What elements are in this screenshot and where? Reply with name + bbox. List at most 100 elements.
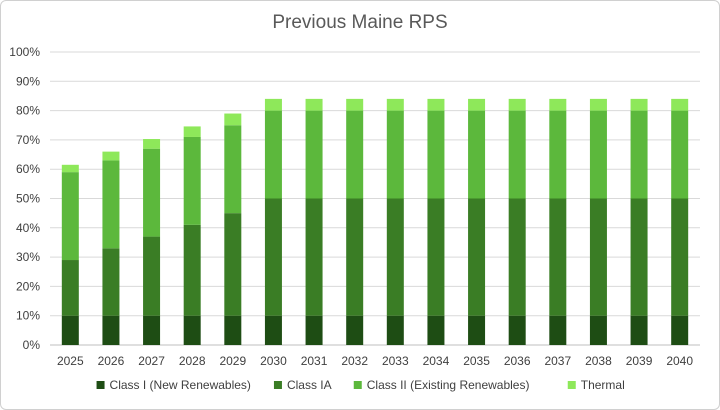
bar-segment-3 <box>143 139 161 149</box>
legend-item-0: Class I (New Renewables) <box>96 378 251 392</box>
bar-segment-2 <box>427 110 445 199</box>
x-tick-label: 2037 <box>544 354 571 368</box>
bar-segment-0 <box>305 315 323 345</box>
bar-segment-3 <box>549 98 567 111</box>
x-tick-label: 2035 <box>463 354 490 368</box>
bar-stack-2027 <box>143 139 161 345</box>
bar-stack-2034 <box>427 98 445 345</box>
y-tick-label: 60% <box>16 162 40 176</box>
bar-segment-0 <box>224 315 242 345</box>
bar-stack-2026 <box>102 151 120 345</box>
x-tick-label: 2031 <box>301 354 328 368</box>
bar-segment-1 <box>630 198 648 316</box>
legend-swatch <box>96 381 105 389</box>
legend-swatch <box>567 381 576 389</box>
legend-label: Class IA <box>287 378 332 392</box>
bar-stack-2032 <box>346 98 364 345</box>
bar-segment-1 <box>386 198 404 316</box>
bar-segment-1 <box>143 236 161 316</box>
bar-segment-0 <box>508 315 526 345</box>
bar-segment-3 <box>224 113 242 126</box>
bar-segment-0 <box>346 315 364 345</box>
bar-segment-2 <box>305 110 323 199</box>
bar-segment-0 <box>183 315 201 345</box>
bar-segment-3 <box>305 98 323 111</box>
bar-segment-0 <box>589 315 607 345</box>
bar-stack-2029 <box>224 113 242 345</box>
y-tick-label: 0% <box>23 338 41 352</box>
y-tick-label: 70% <box>16 133 40 147</box>
bar-segment-1 <box>183 224 201 316</box>
x-tick-label: 2034 <box>423 354 450 368</box>
bar-segment-2 <box>143 148 161 237</box>
x-tick-label: 2030 <box>260 354 287 368</box>
bar-stack-2038 <box>589 98 607 345</box>
x-tick-label: 2040 <box>666 354 693 368</box>
bar-segment-1 <box>61 260 79 316</box>
x-tick-label: 2028 <box>179 354 206 368</box>
bar-segment-0 <box>427 315 445 345</box>
y-tick-label: 20% <box>16 279 40 293</box>
bar-segment-2 <box>671 110 689 199</box>
bar-segment-0 <box>61 315 79 345</box>
y-tick-label: 30% <box>16 250 40 264</box>
bar-segment-0 <box>630 315 648 345</box>
bar-segment-2 <box>102 160 120 249</box>
bar-segment-2 <box>508 110 526 199</box>
bar-stack-2033 <box>386 98 404 345</box>
bar-segment-2 <box>224 125 242 214</box>
x-tick-label: 2027 <box>138 354 165 368</box>
y-tick-label: 40% <box>16 221 40 235</box>
bar-segment-3 <box>589 98 607 111</box>
bar-segment-2 <box>61 172 79 261</box>
bar-segment-2 <box>264 110 282 199</box>
bar-segment-3 <box>183 126 201 137</box>
bar-segment-3 <box>61 164 79 173</box>
bar-segment-3 <box>386 98 404 111</box>
legend-swatch <box>273 381 282 389</box>
bar-segment-1 <box>305 198 323 316</box>
bar-segment-3 <box>508 98 526 111</box>
bar-segment-3 <box>468 98 486 111</box>
bar-segment-0 <box>549 315 567 345</box>
x-tick-label: 2025 <box>57 354 84 368</box>
x-tick-label: 2038 <box>585 354 612 368</box>
bar-segment-0 <box>468 315 486 345</box>
bar-segment-3 <box>427 98 445 111</box>
bar-segment-2 <box>386 110 404 199</box>
bar-segment-3 <box>264 98 282 111</box>
bar-segment-2 <box>630 110 648 199</box>
bar-stack-2035 <box>468 98 486 345</box>
bar-segment-1 <box>264 198 282 316</box>
y-tick-label: 50% <box>16 192 40 206</box>
bar-segment-0 <box>386 315 404 345</box>
x-axis-ticks: 2025 2026 2027 2028 2029 2030 2031 2032 2033 2034… <box>57 354 693 368</box>
bar-stack-2030 <box>264 98 282 345</box>
legend-item-3: Thermal <box>567 378 625 392</box>
bar-segment-2 <box>549 110 567 199</box>
x-tick-label: 2039 <box>626 354 653 368</box>
bar-segment-1 <box>508 198 526 316</box>
y-tick-label: 80% <box>16 104 40 118</box>
bar-segment-1 <box>671 198 689 316</box>
bars <box>61 98 689 345</box>
bar-segment-2 <box>183 136 201 225</box>
bar-segment-1 <box>589 198 607 316</box>
legend-item-2: Class II (Existing Renewables) <box>353 378 530 392</box>
bar-segment-1 <box>468 198 486 316</box>
bar-segment-1 <box>102 248 120 316</box>
bar-segment-3 <box>630 98 648 111</box>
x-tick-label: 2032 <box>341 354 368 368</box>
y-tick-label: 100% <box>9 45 40 59</box>
x-tick-label: 2036 <box>504 354 531 368</box>
y-axis-ticks: 0% 10% 20% 30% 40% 50% 60% 70% 80% 90% 100% <box>9 45 40 352</box>
legend-label: Thermal <box>581 378 625 392</box>
bar-segment-0 <box>671 315 689 345</box>
legend-swatch <box>353 381 362 389</box>
bar-segment-0 <box>143 315 161 345</box>
bar-stack-2039 <box>630 98 648 345</box>
legend: Class I (New Renewables) Class IA Class II… <box>96 378 625 392</box>
legend-label: Class II (Existing Renewables) <box>367 378 530 392</box>
x-tick-label: 2033 <box>382 354 409 368</box>
